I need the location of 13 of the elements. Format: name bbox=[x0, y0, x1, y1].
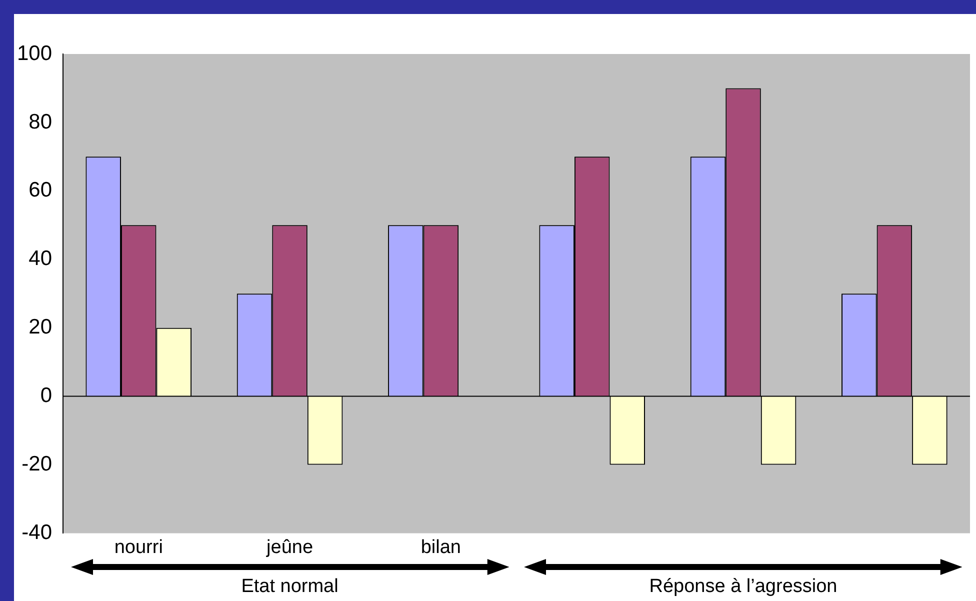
x-tick-label: nourri bbox=[114, 536, 163, 558]
y-tick-label: 0 bbox=[40, 384, 52, 408]
y-tick-label: -40 bbox=[22, 520, 52, 544]
y-tick-label: -20 bbox=[22, 452, 52, 476]
y-tick-label: 80 bbox=[28, 110, 52, 134]
y-tick-label: 40 bbox=[28, 247, 52, 270]
text: Réponse à l’agression bbox=[649, 576, 838, 598]
x-tick-label: jeûne bbox=[266, 536, 314, 558]
text: Etat normal bbox=[241, 576, 338, 598]
y-tick-label: 60 bbox=[28, 178, 52, 202]
y-tick-label: 20 bbox=[28, 316, 52, 339]
x-tick-label: bilan bbox=[420, 536, 462, 558]
y-tick-label: 100 bbox=[16, 42, 52, 65]
